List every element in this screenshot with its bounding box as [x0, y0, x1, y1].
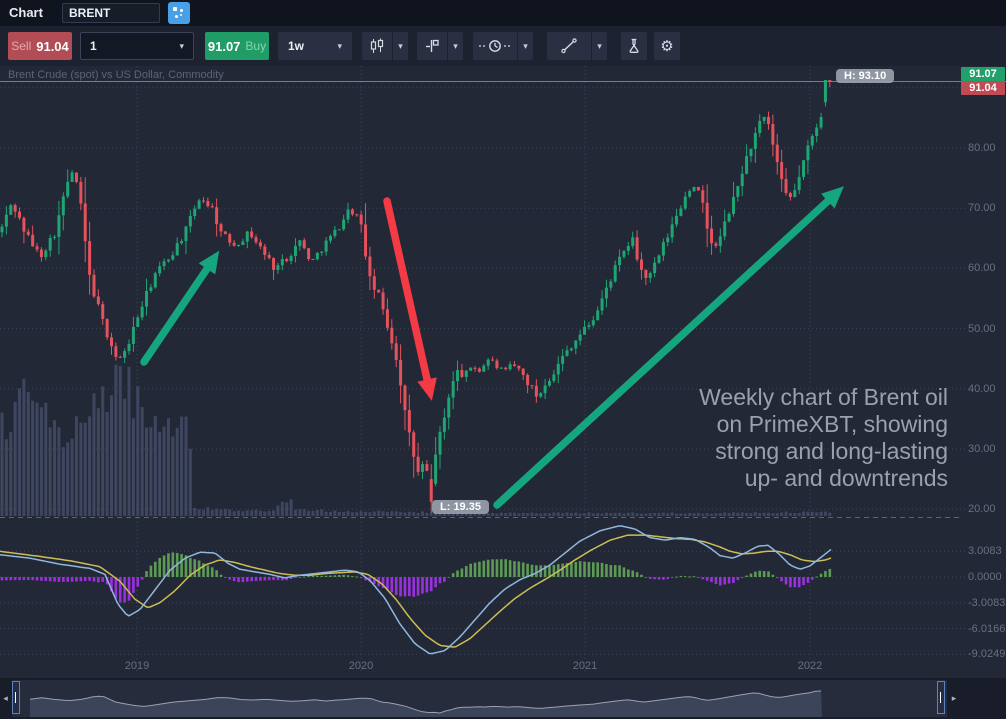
text-annotation[interactable]: Weekly chart of Brent oil on PrimeXBT, s…	[699, 384, 948, 492]
trendline-tool-icon	[561, 38, 577, 54]
x-axis-year-label: 2020	[348, 660, 374, 672]
page-title: Chart	[9, 5, 43, 20]
chart-area[interactable]: Brent Crude (spot) vs US Dollar, Commodi…	[0, 66, 1006, 678]
macd-axis-tick: 0.0000	[968, 571, 1002, 583]
downtrend-arrow-drawing[interactable]	[383, 197, 437, 401]
navigator-track[interactable]	[12, 680, 947, 717]
chevron-down-icon: ▾	[179, 40, 184, 51]
ask-price-badge: 91.07	[961, 67, 1005, 81]
chart-title: Brent Crude (spot) vs US Dollar, Commodi…	[8, 69, 224, 81]
uptrend-arrow-drawing[interactable]	[493, 186, 844, 509]
drawing-tools-control: ▾	[547, 32, 607, 60]
sessions-caret-button[interactable]: ▾	[517, 32, 533, 60]
annotation-line: on PrimeXBT, showing	[716, 411, 948, 437]
x-axis-year-label: 2022	[797, 660, 823, 672]
macd-axis-tick: -6.0166	[968, 622, 1006, 635]
sell-price: 91.04	[36, 38, 69, 54]
chevron-down-icon: ▾	[398, 40, 403, 51]
session-low-label: L: 19.35	[432, 500, 489, 514]
compare-instruments-button[interactable]	[168, 2, 190, 24]
sell-label: Sell	[11, 39, 32, 53]
chevron-down-icon: ▾	[597, 40, 602, 51]
indicators-button[interactable]	[417, 32, 447, 60]
price-axis-tick: 20.00	[968, 503, 996, 516]
chevron-down-icon: ▾	[523, 40, 528, 51]
buy-button[interactable]: 91.07 Buy	[205, 32, 269, 60]
clock-icon	[479, 40, 511, 52]
quantity-value: 1	[90, 39, 97, 53]
price-axis[interactable]: 91.07 91.04 80.00 70.00 60.00 50.00 40.00 30.…	[960, 66, 1006, 678]
price-axis-tick: 80.00	[968, 142, 996, 154]
candlestick-type-icon	[370, 38, 384, 53]
buy-price: 91.07	[207, 38, 241, 54]
lab-features-button[interactable]	[621, 32, 647, 60]
right-arrow-icon: ▸	[951, 693, 957, 703]
navigator-scroll-right-button[interactable]: ▸	[948, 680, 960, 717]
compare-icon	[173, 7, 183, 18]
buy-label: Buy	[245, 39, 267, 53]
indicators-caret-button[interactable]: ▾	[447, 32, 463, 60]
indicators-control: ▾	[417, 32, 463, 60]
navigator-left-handle[interactable]	[12, 681, 20, 714]
chevron-down-icon: ▾	[453, 40, 458, 51]
navigator-corner	[960, 678, 1006, 719]
x-axis-year-label: 2021	[572, 660, 598, 672]
macd-axis-tick: -9.0249	[968, 648, 1006, 661]
gear-icon: ⚙	[660, 38, 674, 55]
chart-canvas[interactable]	[0, 66, 1006, 678]
chart-navigator: ◂ ▸	[0, 678, 1006, 719]
navigator-right-handle[interactable]	[937, 681, 945, 714]
price-axis-tick: 30.00	[968, 443, 996, 455]
price-axis-tick: 50.00	[968, 322, 996, 335]
chevron-down-icon: ▾	[337, 40, 342, 51]
navigator-minichart	[29, 690, 822, 717]
chart-type-button[interactable]	[362, 32, 392, 60]
timeframe-dropdown[interactable]: 1w ▾	[278, 32, 352, 60]
chart-type-caret-button[interactable]: ▾	[392, 32, 408, 60]
price-axis-tick: 70.00	[968, 202, 996, 215]
chart-type-control: ▾	[362, 32, 408, 60]
drawing-tools-caret-button[interactable]: ▾	[591, 32, 607, 60]
annotation-line: strong and long-lasting	[715, 438, 948, 464]
header-bar: Chart	[0, 0, 1006, 26]
uptrend-arrow-drawing[interactable]	[140, 250, 220, 366]
sessions-button[interactable]	[473, 32, 517, 60]
annotation-line: Weekly chart of Brent oil	[699, 384, 948, 410]
trendline-tool-button[interactable]	[547, 32, 591, 60]
x-axis-year-label: 2019	[124, 660, 150, 672]
price-axis-tick: 60.00	[968, 262, 996, 275]
symbol-input[interactable]	[62, 3, 160, 23]
settings-button[interactable]: ⚙	[654, 32, 680, 60]
price-axis-tick: 40.00	[968, 382, 996, 395]
toolbar: Sell 91.04 1 ▾ 91.07 Buy 1w ▾	[0, 26, 1006, 66]
session-high-label: H: 93.10	[836, 69, 895, 83]
timeframe-value: 1w	[288, 39, 305, 53]
flask-icon	[629, 38, 639, 53]
indicators-icon	[426, 39, 439, 52]
navigator-scroll-left-button[interactable]: ◂	[0, 680, 11, 717]
sell-button[interactable]: Sell 91.04	[8, 32, 72, 60]
macd-axis-tick: -3.0083	[968, 596, 1006, 609]
bid-price-badge: 91.04	[961, 81, 1005, 95]
left-arrow-icon: ◂	[3, 693, 8, 703]
quantity-dropdown[interactable]: 1 ▾	[80, 32, 194, 60]
annotation-line: up- and downtrends	[744, 465, 948, 491]
macd-axis-tick: 3.0083	[968, 545, 1002, 558]
sessions-control: ▾	[473, 32, 533, 60]
